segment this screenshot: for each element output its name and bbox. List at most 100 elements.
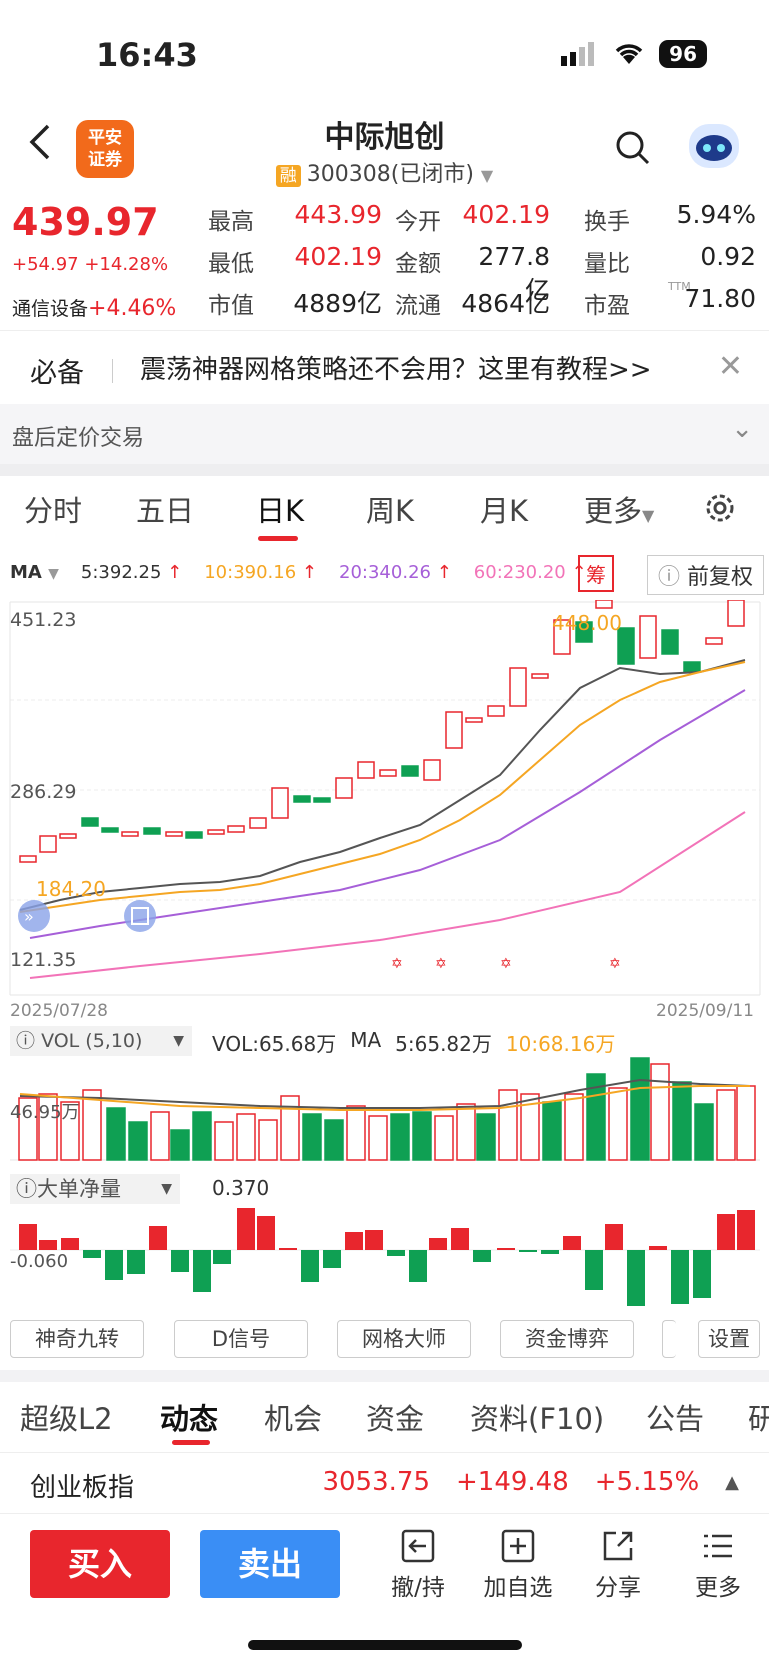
volume-chart[interactable]: 46.95万: [0, 1056, 769, 1162]
candle: [553, 619, 571, 655]
stock-code-selector[interactable]: 融 300308(已闭市) ▼: [0, 156, 769, 188]
tab-funds[interactable]: 资金: [366, 1402, 425, 1436]
divider: [0, 464, 769, 476]
big-order-bar: [563, 1236, 581, 1250]
tab-intraday[interactable]: 分时: [24, 494, 83, 528]
fund-game-button[interactable]: 资金博弈: [500, 1320, 634, 1358]
kline-chart[interactable]: 451.23 286.29 121.35 448.00 184.20 ✡ ✡ ✡…: [0, 600, 769, 1020]
tab-opportunity[interactable]: 机会: [264, 1402, 323, 1436]
buy-button[interactable]: 买入: [30, 1530, 170, 1598]
add-watchlist-button[interactable]: 加自选: [478, 1528, 558, 1602]
candle: [293, 795, 311, 803]
volume-bar: [694, 1103, 714, 1161]
price-adjust-button[interactable]: ⓘ 前复权: [647, 555, 765, 595]
svg-text:✡: ✡: [500, 956, 512, 972]
chip-distribution-button[interactable]: 筹: [578, 555, 614, 592]
banner-tag: 必备: [30, 358, 84, 389]
grid-master-button[interactable]: 网格大师: [337, 1320, 471, 1358]
volume-bar: [258, 1119, 278, 1161]
share-button[interactable]: 分享: [578, 1528, 658, 1602]
tab-more-label: 更多: [584, 494, 643, 528]
big-order-bar: [497, 1248, 515, 1250]
price-adjust-label: 前复权: [687, 565, 754, 590]
quote-label: 金额: [395, 251, 441, 277]
date-start: 2025/07/28: [10, 1001, 108, 1020]
tab-five-day[interactable]: 五日: [136, 494, 195, 528]
ma5-value: 5:392.25 ↑: [80, 562, 183, 583]
candle: [81, 817, 99, 827]
tab-super-l2[interactable]: 超级L2: [20, 1402, 113, 1436]
volume-bar: [18, 1097, 38, 1161]
candle: [727, 600, 745, 627]
sector-name: 通信设备: [12, 298, 89, 320]
big-order-bar: [323, 1250, 341, 1268]
candle: [683, 661, 701, 673]
quote-value: 0.92: [700, 242, 756, 271]
tool-settings-button[interactable]: 设置: [698, 1320, 760, 1358]
settings-gear-icon[interactable]: [702, 490, 738, 526]
tab-research[interactable]: 研: [748, 1402, 769, 1436]
wifi-icon: [615, 44, 643, 64]
vol-value: VOL:65.68万: [212, 1032, 337, 1056]
candle: [379, 769, 397, 777]
big-order-bar: [451, 1228, 469, 1250]
tab-announcements[interactable]: 公告: [646, 1402, 705, 1436]
cancel-hold-button[interactable]: 撤/持: [378, 1528, 458, 1602]
big-order-bar: [387, 1250, 405, 1256]
signal-icon: [561, 42, 595, 66]
quote-value: 4864亿: [461, 289, 550, 318]
banner-text[interactable]: 震荡神器网格策略还不会用？这里有教程>>: [140, 355, 652, 385]
assistant-robot-icon[interactable]: [689, 124, 739, 168]
sector-info[interactable]: 通信设备+4.46%: [12, 294, 176, 321]
volume-bar: [280, 1095, 300, 1161]
volume-bar: [106, 1107, 126, 1161]
candle: [465, 717, 483, 723]
volume-bar: [128, 1121, 148, 1161]
nine-turn-button[interactable]: 神奇九转: [10, 1320, 144, 1358]
promo-banner[interactable]: 必备 震荡神器网格策略还不会用？这里有教程>> ✕: [0, 330, 769, 404]
volume-indicator-selector[interactable]: ⓘ VOL (5,10) ▼: [10, 1026, 192, 1056]
after-hours-label: 盘后定价交易: [12, 426, 145, 451]
menu-list-icon: [704, 1534, 732, 1558]
candle: [639, 615, 657, 659]
big-order-bar: [39, 1240, 57, 1250]
tab-more[interactable]: 更多▼: [584, 488, 654, 530]
volume-bar: [38, 1093, 58, 1161]
vol-y-label: 46.95万: [10, 1102, 80, 1123]
big-order-bar: [409, 1250, 427, 1282]
tab-f10[interactable]: 资料(F10): [470, 1402, 605, 1436]
search-icon[interactable]: [615, 130, 651, 166]
candle: [165, 831, 183, 837]
candle: [357, 761, 375, 779]
event-markers[interactable]: ✡ ✡ ✡ ✡: [391, 956, 621, 972]
ma-legend[interactable]: MA ▼ 5:392.25 ↑ 10:390.16 ↑ 20:340.26 ↑ …: [10, 562, 587, 583]
back-arrow-icon[interactable]: [26, 124, 54, 160]
big-order-bar: [717, 1214, 735, 1250]
volume-bar: [390, 1113, 410, 1161]
more-button[interactable]: 更多: [678, 1528, 758, 1602]
tab-weekly-k[interactable]: 周K: [366, 494, 415, 528]
share-label: 分享: [595, 1575, 641, 1601]
volume-bar: [630, 1057, 650, 1161]
stock-name: 中际旭创: [324, 120, 445, 155]
after-hours-trading[interactable]: 盘后定价交易 ⌄: [0, 404, 769, 464]
close-icon[interactable]: ✕: [717, 349, 743, 384]
big-order-chart[interactable]: -0.060: [0, 1204, 769, 1314]
price-change: +54.97 +14.28%: [12, 254, 169, 275]
svg-text:✡: ✡: [435, 956, 447, 972]
more-tool-button[interactable]: [662, 1320, 676, 1358]
tab-monthly-k[interactable]: 月K: [480, 494, 529, 528]
ma20-value: 20:340.26 ↑: [339, 562, 452, 583]
quote-value: 402.19: [294, 242, 382, 271]
expand-left-icon[interactable]: »: [18, 900, 50, 932]
big-order-bar: [213, 1250, 231, 1264]
index-ticker[interactable]: 创业板指 3053.75 +149.48 +5.15% ▲: [0, 1452, 769, 1514]
tab-news[interactable]: 动态: [160, 1402, 219, 1436]
fullscreen-icon[interactable]: [124, 900, 156, 932]
tab-daily-k[interactable]: 日K: [256, 494, 305, 528]
big-order-selector[interactable]: ⓘ大单净量 ▼: [10, 1174, 180, 1204]
ma5-line: [19, 659, 746, 911]
plus-box-icon: [501, 1529, 535, 1563]
d-signal-button[interactable]: D信号: [174, 1320, 308, 1358]
sell-button[interactable]: 卖出: [200, 1530, 340, 1598]
